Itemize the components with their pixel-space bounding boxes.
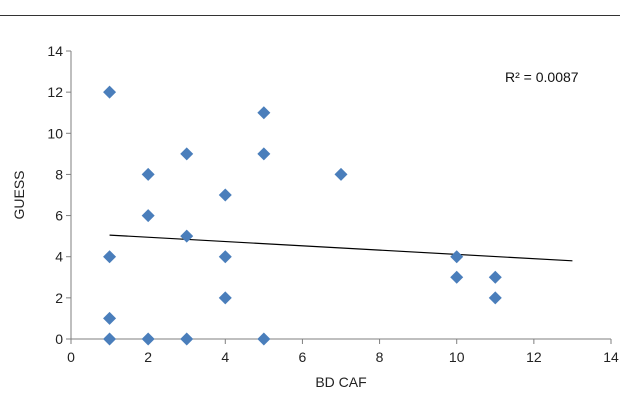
points-group [103,85,502,346]
data-point [180,147,194,161]
y-tick-label: 8 [55,166,63,182]
data-point [334,167,348,181]
y-tick-label: 14 [47,43,63,59]
x-tick-label: 0 [67,349,75,365]
y-tick-label: 10 [47,125,63,141]
x-tick-label: 10 [449,349,465,365]
y-tick-label: 4 [55,249,63,265]
data-point [141,332,155,346]
data-point [257,106,271,120]
r-squared-annotation: R² = 0.0087 [505,69,579,85]
data-point [257,332,271,346]
y-tick-group: 0 2 4 6 8 10 12 14 [47,43,71,347]
x-tick-label: 14 [603,349,619,365]
trendline [109,234,573,262]
y-tick-label: 2 [55,290,63,306]
data-point [218,188,232,202]
data-point [103,250,117,264]
x-tick-label: 2 [144,349,152,365]
data-point [103,332,117,346]
axes-group [70,51,611,340]
data-point [488,270,502,284]
data-point [218,291,232,305]
x-tick-label: 12 [526,349,542,365]
data-point [450,270,464,284]
data-point [180,229,194,243]
x-tick-label: 6 [299,349,307,365]
trendline-group [109,234,573,262]
data-point [103,85,117,99]
data-point [488,291,502,305]
x-axis-title: BD CAF [315,374,366,390]
y-tick-label: 6 [55,208,63,224]
y-tick-label: 12 [47,84,63,100]
y-tick-label: 0 [55,331,63,347]
data-point [103,311,117,325]
x-tick-label: 8 [376,349,384,365]
y-axis-title: GUESS [11,170,27,219]
data-point [180,332,194,346]
top-divider [0,15,620,16]
data-point [257,147,271,161]
x-tick-label: 4 [221,349,229,365]
data-point [450,250,464,264]
data-point [141,167,155,181]
data-point [141,209,155,223]
data-point [218,250,232,264]
